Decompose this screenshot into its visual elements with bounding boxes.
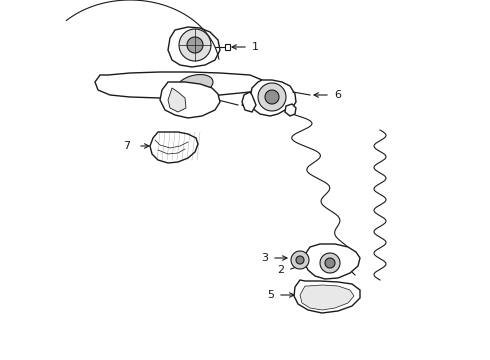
Polygon shape	[95, 72, 265, 98]
Polygon shape	[242, 92, 256, 112]
Polygon shape	[160, 82, 220, 118]
Polygon shape	[291, 251, 309, 269]
Text: 1: 1	[252, 42, 259, 52]
Polygon shape	[250, 80, 296, 116]
Polygon shape	[187, 37, 203, 53]
Polygon shape	[258, 83, 286, 111]
Polygon shape	[304, 244, 360, 279]
Polygon shape	[296, 256, 304, 264]
Text: 7: 7	[123, 141, 130, 151]
Polygon shape	[285, 104, 296, 116]
Polygon shape	[177, 75, 213, 95]
Polygon shape	[325, 258, 335, 268]
Text: 2: 2	[277, 265, 284, 275]
Polygon shape	[320, 253, 340, 273]
Polygon shape	[179, 29, 211, 61]
Polygon shape	[225, 44, 230, 50]
Text: 5: 5	[267, 290, 274, 300]
Polygon shape	[168, 88, 186, 112]
Text: 4: 4	[262, 100, 269, 110]
Text: 3: 3	[261, 253, 268, 263]
Polygon shape	[300, 285, 354, 310]
Polygon shape	[294, 280, 360, 313]
Polygon shape	[168, 27, 220, 67]
Polygon shape	[265, 90, 279, 104]
Text: 6: 6	[334, 90, 341, 100]
Polygon shape	[150, 132, 198, 163]
